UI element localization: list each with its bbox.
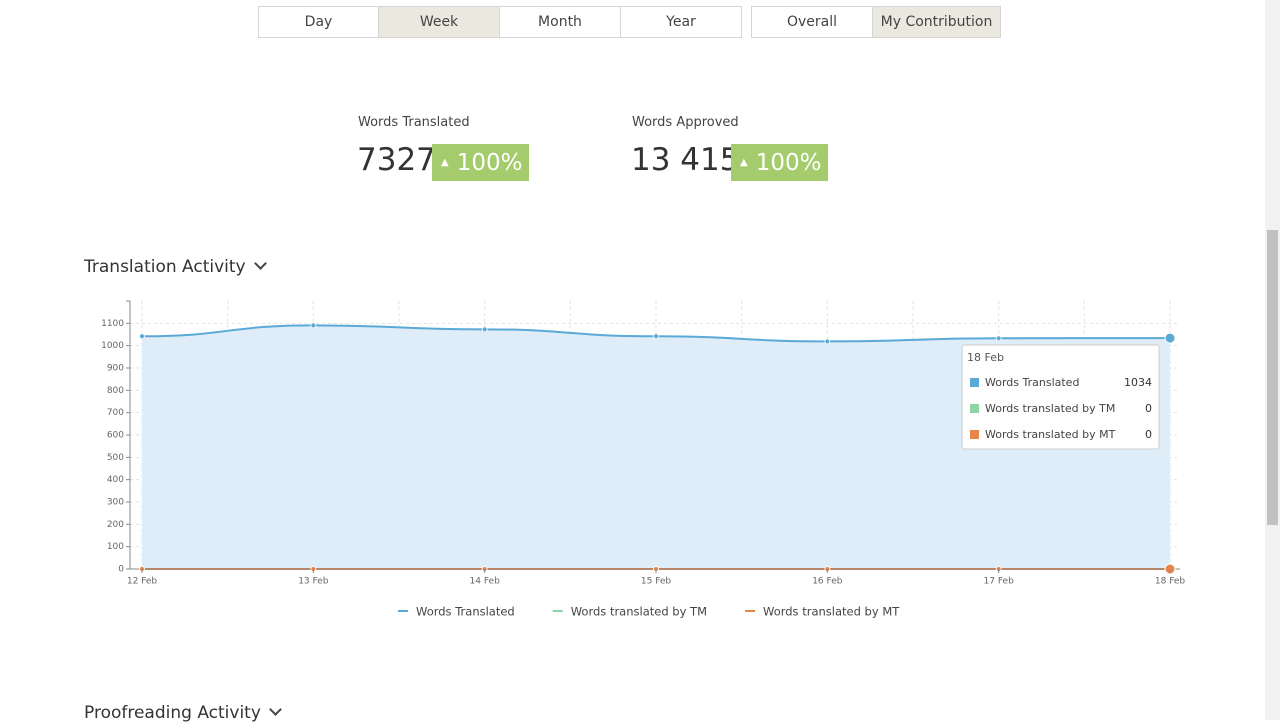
tab[interactable]: Month	[499, 6, 621, 38]
y-tick-label: 800	[107, 386, 124, 396]
x-tick-label: 16 Feb	[812, 577, 843, 587]
section-title: Translation Activity	[84, 257, 246, 277]
y-tick-label: 900	[107, 364, 124, 374]
change-badge: ▲ 100%	[432, 144, 529, 181]
y-tick-label: 0	[118, 565, 124, 575]
legend-label: Words Translated	[416, 605, 515, 619]
tooltip-title: 18 Feb	[967, 351, 1004, 364]
tooltip-swatch	[970, 430, 979, 439]
section-header[interactable]: Translation Activity	[84, 257, 267, 277]
y-tick-label: 500	[107, 453, 124, 463]
y-tick-label: 300	[107, 498, 124, 508]
tooltip-label: Words translated by MT	[985, 428, 1116, 441]
y-tick-label: 100	[107, 542, 124, 552]
y-tick-label: 600	[107, 431, 124, 441]
up-icon: ▲	[740, 157, 748, 168]
y-tick-label: 700	[107, 408, 124, 418]
point	[653, 333, 659, 340]
section-title: Proofreading Activity	[84, 703, 261, 723]
area	[142, 325, 1170, 569]
tooltip-swatch	[970, 378, 979, 387]
y-tick-label: 1000	[101, 341, 124, 351]
scope-tab[interactable]: My Contribution	[872, 6, 1001, 38]
x-tick-label: 17 Feb	[984, 577, 1015, 587]
tooltip-value: 0	[1145, 402, 1152, 415]
stat-label: Words Approved	[632, 115, 739, 130]
up-icon: ▲	[441, 157, 449, 168]
y-tick-label: 400	[107, 475, 124, 485]
tooltip-swatch	[970, 404, 979, 413]
change: 100%	[755, 149, 822, 176]
y-tick-label: 200	[107, 520, 124, 530]
legend-label: Words translated by MT	[763, 605, 900, 619]
change-badge: ▲ 100%	[731, 144, 828, 181]
tooltip-box	[961, 344, 1160, 450]
stat-value: 13 415	[631, 142, 740, 178]
x-tick-label: 13 Feb	[298, 577, 329, 587]
tooltip-label: Words translated by TM	[985, 402, 1115, 415]
tab[interactable]: Week	[378, 6, 500, 38]
point	[995, 335, 1002, 342]
x-tick-label: 12 Feb	[127, 577, 158, 587]
tab[interactable]: Day	[258, 6, 379, 38]
change: 100%	[456, 149, 523, 176]
scroll-thumb[interactable]	[1267, 230, 1278, 525]
y-tick-label: 1100	[101, 319, 124, 329]
tooltip-value: 0	[1145, 428, 1152, 441]
x-tick-label: 18 Feb	[1155, 577, 1186, 587]
point	[139, 333, 145, 340]
scrollbar[interactable]	[1265, 0, 1280, 720]
point	[310, 322, 317, 329]
legend-label: Words translated by TM	[571, 605, 707, 619]
scope-tab[interactable]: Overall	[751, 6, 873, 38]
stat-label: Words Translated	[358, 115, 470, 130]
x-tick-label: 15 Feb	[641, 577, 672, 587]
point	[824, 338, 831, 345]
point	[481, 326, 488, 333]
tooltip: 18 Feb Words Translated 1034 Words translat…	[961, 344, 1160, 450]
tooltip-value: 1034	[1124, 376, 1152, 389]
tab[interactable]: Year	[620, 6, 742, 38]
section-header[interactable]: Proofreading Activity	[84, 703, 282, 723]
x-tick-label: 14 Feb	[470, 577, 501, 587]
stat-value: 7327	[357, 142, 436, 178]
tooltip-label: Words Translated	[985, 376, 1079, 389]
point	[1164, 332, 1176, 344]
